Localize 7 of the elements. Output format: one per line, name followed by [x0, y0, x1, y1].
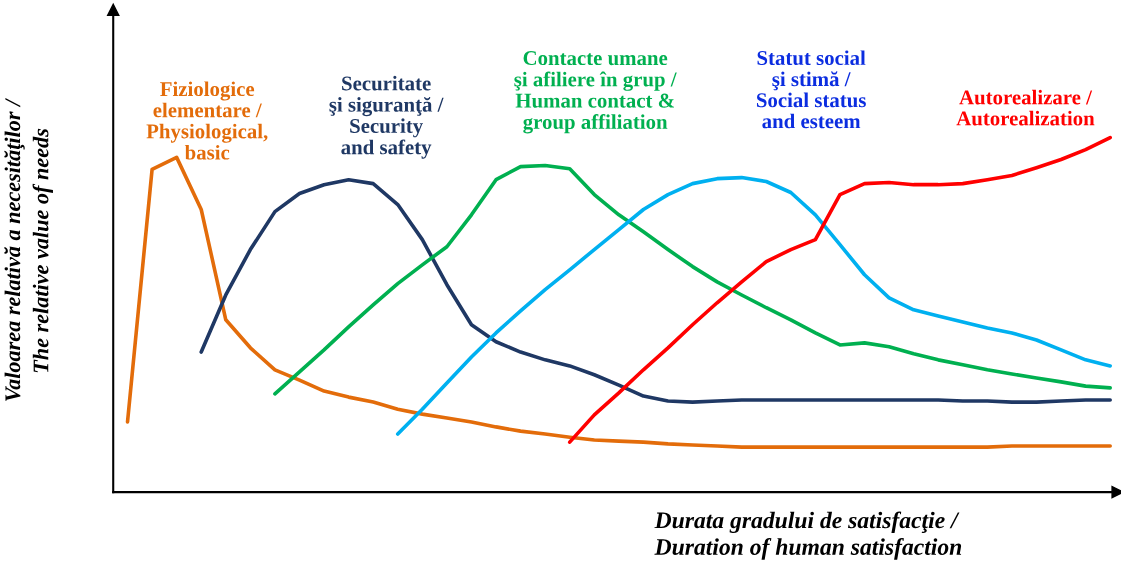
series-label: Contacte umane şi afiliere în grup / Human contact & group affiliation [514, 51, 677, 134]
series-label: Securitate şi siguranţă / Security and safety [329, 75, 444, 159]
text: Statut social şi stimă / Social status and esteem [756, 50, 866, 129]
y-axis-title: Valoarea relativă a necesităţilor / The relative value of needs [4, 98, 53, 401]
series-label: Fiziologice elementare / Physiological, basic [146, 81, 268, 160]
x-axis-title: Durata gradului de satisfacţie / Duration of human satisfaction [654, 511, 962, 560]
series-label: Autorealizare / Autorealization [956, 89, 1095, 126]
